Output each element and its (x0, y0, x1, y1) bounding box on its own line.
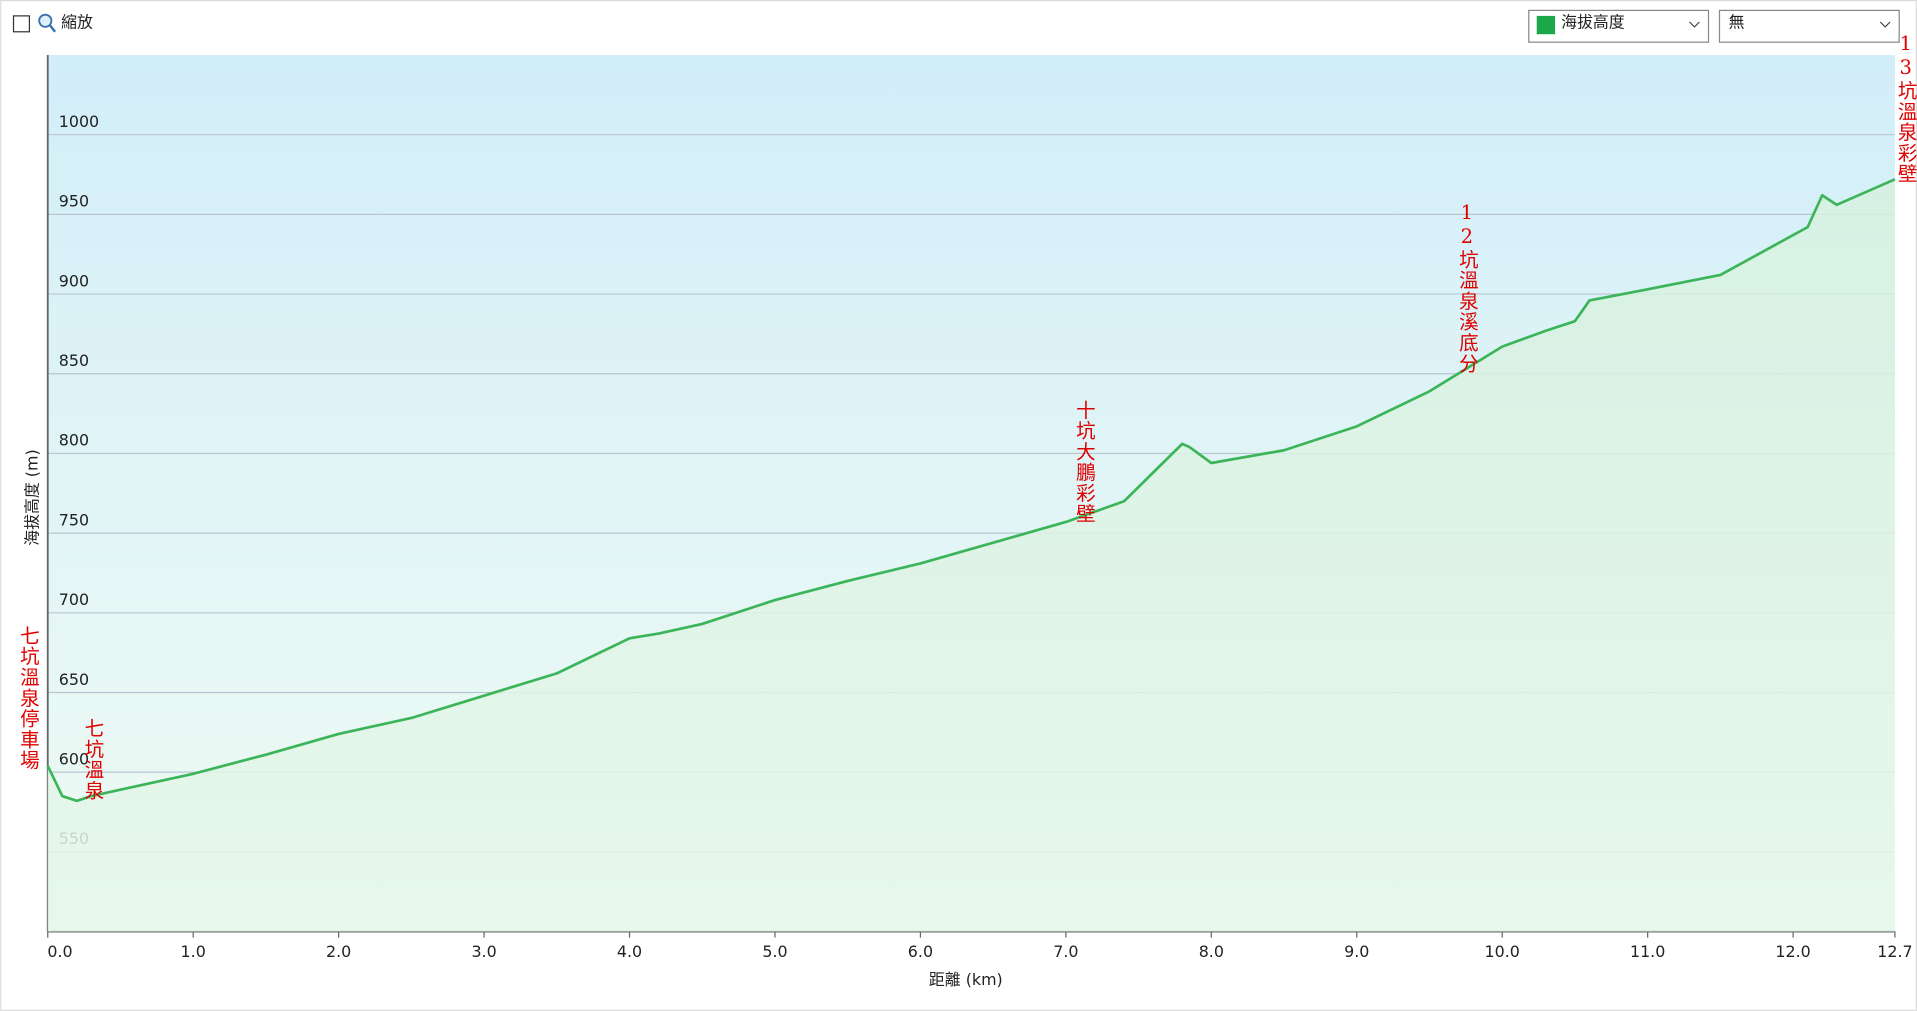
y-axis-label: 海拔高度 (m) (23, 449, 42, 545)
y-tick-label: 950 (59, 192, 89, 211)
x-tick-label: 10.0 (1485, 942, 1520, 961)
dropdown-arrow (1689, 21, 1700, 28)
x-tick-label: 0.0 (47, 942, 72, 961)
y-tick-label: 750 (59, 510, 89, 529)
select-box[interactable] (1718, 9, 1900, 43)
y-tick-label: 850 (59, 351, 89, 370)
waypoint-label: 七坑溫泉停車場 (16, 625, 39, 770)
x-tick-label: 5.0 (762, 942, 787, 961)
x-tick-label: 9.0 (1344, 942, 1369, 961)
y-tick-label: 700 (59, 590, 89, 609)
select-box[interactable] (1528, 9, 1710, 43)
plot: 55060065070075080085090095010000.01.02.0… (16, 32, 1917, 961)
area (47, 179, 1895, 932)
x-tick-label: 6.0 (908, 942, 933, 961)
x-tick-label: 8.0 (1199, 942, 1224, 961)
zoom-icon-handle (49, 24, 57, 33)
waypoint-label: 13坑溫泉彩壁 (1894, 32, 1917, 184)
x-tick-label: 12.7 (1877, 942, 1912, 961)
line (46, 178, 1896, 803)
legend-label: 海拔高度 (1561, 13, 1625, 32)
x-axis-label: 距離 (km) (929, 970, 1003, 989)
series-select[interactable]: 海拔高度 (1528, 9, 1710, 43)
x-tick-label: 4.0 (617, 942, 642, 961)
waypoint-label: 十坑大鵬彩壁 (1072, 400, 1095, 525)
waypoint-label: 12坑溫泉溪底分 (1455, 201, 1478, 374)
y-tick-label: 900 (59, 271, 89, 290)
x-tick-label: 12.0 (1775, 942, 1810, 961)
x-tick-label: 7.0 (1053, 942, 1078, 961)
dropdown-arrow (1879, 21, 1891, 28)
y-tick-label: 650 (59, 670, 89, 689)
legend-swatch (1536, 15, 1556, 35)
y-tick-label: 600 (59, 749, 89, 768)
x-tick-label: 11.0 (1630, 942, 1665, 961)
zoom-icon (38, 13, 53, 28)
y-tick-label: 1000 (59, 112, 99, 131)
x-tick-label: 2.0 (326, 942, 351, 961)
zoom-toggle[interactable]: 縮放 (12, 13, 94, 33)
checkbox[interactable] (12, 15, 31, 33)
y-tick-label: 800 (59, 431, 89, 450)
select-label: 無 (1729, 13, 1745, 32)
second-select[interactable]: 無 (1718, 9, 1900, 43)
x-tick-label: 1.0 (181, 942, 206, 961)
waypoint-label: 七坑溫泉 (81, 718, 104, 801)
x-tick-label: 3.0 (471, 942, 496, 961)
zoom-label: 縮放 (61, 13, 93, 32)
